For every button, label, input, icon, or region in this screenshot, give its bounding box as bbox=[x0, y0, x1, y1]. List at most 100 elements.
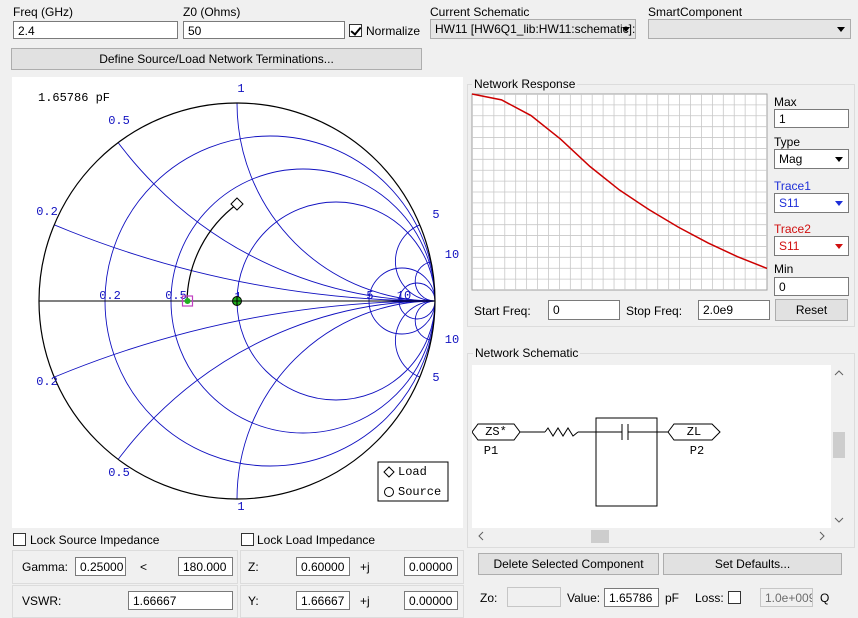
smart-component-select[interactable] bbox=[648, 19, 851, 39]
z-j-label: +j bbox=[360, 560, 370, 574]
reactance-arc bbox=[39, 103, 435, 302]
impedance-path bbox=[186, 203, 238, 302]
angle-symbol: < bbox=[140, 560, 148, 574]
legend-load: Load bbox=[398, 465, 427, 479]
source-label: ZS* bbox=[485, 425, 507, 439]
z0-input[interactable]: 50 bbox=[183, 21, 345, 39]
schematic-canvas bbox=[472, 365, 831, 528]
y-j-label: +j bbox=[360, 594, 370, 608]
smith-grid-label: 0.5 bbox=[165, 289, 187, 303]
smith-grid-label: 10 bbox=[445, 248, 459, 262]
network-response-group bbox=[467, 84, 855, 327]
stop-freq-input[interactable]: 2.0e9 bbox=[698, 300, 770, 320]
vswr-label: VSWR: bbox=[22, 594, 62, 608]
z-label: Z: bbox=[248, 560, 259, 574]
reactance-arc bbox=[414, 300, 435, 342]
network-schematic-title: Network Schematic bbox=[473, 346, 581, 360]
max-label: Max bbox=[774, 95, 797, 109]
scroll-left-arrow bbox=[478, 531, 484, 541]
component-value: 1.65786 pF bbox=[38, 91, 110, 105]
current-schematic-select[interactable]: HW11 [HW6Q1_lib:HW11:schematic]: bbox=[430, 19, 636, 39]
lock-load-label: Lock Load Impedance bbox=[257, 533, 376, 547]
smith-grid-label: 10 bbox=[397, 289, 411, 303]
lock-load-checkbox[interactable] bbox=[241, 533, 254, 546]
legend-load-icon bbox=[383, 466, 395, 478]
start-freq-input[interactable]: 0 bbox=[548, 300, 620, 320]
scroll-right-arrow bbox=[819, 531, 825, 541]
y-label: Y: bbox=[248, 594, 259, 608]
smith-chart: 10.50.20.20.515105101050.20.511.65786 pF… bbox=[36, 82, 459, 514]
freq-label: Freq (GHz) bbox=[13, 5, 73, 19]
component-box bbox=[595, 417, 658, 507]
gamma-panel bbox=[12, 550, 238, 584]
scroll-up-arrow bbox=[834, 370, 844, 376]
trace1-label: Trace1 bbox=[774, 179, 811, 193]
z-real-input[interactable]: 0.60000 bbox=[296, 557, 350, 576]
zo-label: Zo: bbox=[480, 591, 498, 605]
gamma-dot bbox=[184, 298, 191, 304]
z-panel bbox=[240, 550, 464, 584]
z-imag-input[interactable]: 0.00000 bbox=[404, 557, 458, 576]
z0-label: Z0 (Ohms) bbox=[183, 5, 241, 19]
smith-grid-label: 0.5 bbox=[108, 114, 130, 128]
loss-checkbox[interactable] bbox=[728, 591, 741, 604]
y-real-input[interactable]: 1.66667 bbox=[296, 591, 350, 610]
gamma-label: Gamma: bbox=[22, 560, 69, 574]
smart-component-label: SmartComponent bbox=[648, 5, 743, 19]
gamma-marker bbox=[181, 295, 194, 307]
lock-source-label: Lock Source Impedance bbox=[30, 533, 160, 547]
y-imag-input[interactable]: 0.00000 bbox=[404, 591, 458, 610]
stop-freq-label: Stop Freq: bbox=[626, 304, 683, 318]
smith-grid-label: 0.2 bbox=[99, 289, 121, 303]
horizontal-scrollbar bbox=[472, 528, 831, 545]
loss-label: Loss: bbox=[695, 591, 724, 605]
s11-trace bbox=[471, 93, 768, 270]
value-input[interactable]: 1.65786 bbox=[604, 588, 659, 607]
load-marker bbox=[230, 197, 244, 211]
zo-input bbox=[507, 587, 561, 607]
trace2-select[interactable]: S11 bbox=[774, 236, 849, 256]
resistor bbox=[544, 427, 579, 437]
freq-input[interactable]: 2.4 bbox=[13, 21, 178, 39]
q-label: Q bbox=[820, 591, 830, 605]
trace2-label: Trace2 bbox=[774, 222, 811, 236]
reset-button[interactable]: Reset bbox=[775, 299, 848, 321]
smith-grid-label: 0.5 bbox=[108, 466, 130, 480]
network-response-plot bbox=[471, 93, 768, 291]
load-label: ZL bbox=[687, 425, 701, 439]
network-response-title: Network Response bbox=[472, 77, 578, 91]
gamma-angle-input[interactable]: 180.000 bbox=[178, 557, 233, 576]
delete-component-button[interactable]: Delete Selected Component bbox=[478, 553, 659, 575]
load-port bbox=[667, 423, 721, 441]
smith-grid-label: 5 bbox=[432, 371, 439, 385]
lock-source-checkbox[interactable] bbox=[13, 533, 26, 546]
type-select[interactable]: Mag bbox=[774, 149, 849, 169]
load-port-label: P2 bbox=[690, 444, 704, 458]
smith-grid-label: 1 bbox=[237, 500, 244, 514]
type-label: Type bbox=[774, 135, 801, 149]
define-terminations-button[interactable]: Define Source/Load Network Terminations.… bbox=[11, 48, 422, 70]
smith-grid-label: 0.2 bbox=[36, 205, 58, 219]
smith-grid-label: 1 bbox=[237, 82, 244, 96]
min-input[interactable]: 0 bbox=[774, 277, 849, 296]
start-freq-label: Start Freq: bbox=[474, 304, 531, 318]
scroll-down-arrow bbox=[834, 517, 844, 523]
current-schematic-label: Current Schematic bbox=[430, 5, 530, 19]
q-input: 1.0e+009 bbox=[760, 588, 813, 607]
set-defaults-button[interactable]: Set Defaults... bbox=[663, 553, 842, 575]
max-input[interactable]: 1 bbox=[774, 109, 849, 128]
vswr-input[interactable]: 1.66667 bbox=[128, 591, 233, 610]
legend-source-icon bbox=[384, 487, 394, 497]
normalize-checkbox[interactable] bbox=[349, 24, 362, 37]
reactance-arc bbox=[414, 260, 435, 302]
vertical-scroll-thumb bbox=[833, 432, 845, 458]
horizontal-scroll-thumb bbox=[591, 530, 609, 543]
gamma-magnitude-input[interactable]: 0.25000 bbox=[75, 557, 126, 576]
smith-grid-label: 5 bbox=[366, 289, 373, 303]
network-schematic: ZS* P1 ZL P2 bbox=[472, 365, 847, 545]
unit-circle bbox=[38, 102, 436, 500]
value-label: Value: bbox=[567, 591, 601, 605]
normalize-label: Normalize bbox=[366, 24, 421, 38]
trace1-select[interactable]: S11 bbox=[774, 193, 849, 213]
